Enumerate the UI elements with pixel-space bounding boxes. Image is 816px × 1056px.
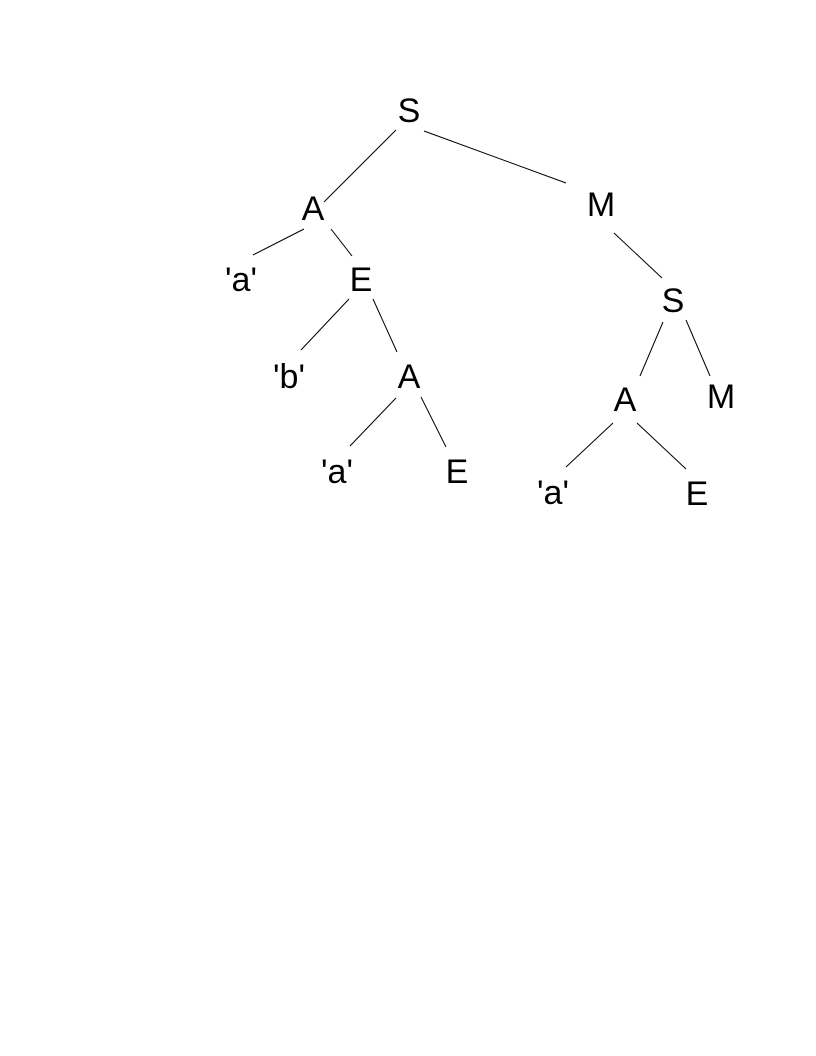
edge-a-to-e — [330, 228, 353, 257]
node-m-2: M — [707, 378, 735, 416]
edge-s-to-a-2 — [639, 321, 664, 377]
node-e-3: E — [686, 475, 709, 513]
node-a-2: A — [398, 358, 421, 396]
edge-s-to-m-2 — [685, 319, 711, 377]
node-e: E — [350, 261, 373, 299]
node-a-literal-3: 'a' — [537, 474, 569, 512]
edge-a-to-a-literal-3 — [565, 422, 614, 468]
edge-s-to-a — [323, 129, 397, 203]
edge-a-to-e-3 — [636, 422, 687, 470]
node-b-literal: 'b' — [273, 358, 305, 396]
node-a-literal-2: 'a' — [321, 453, 353, 491]
node-a-3: A — [614, 381, 637, 419]
node-s-2: S — [662, 282, 685, 320]
edge-e-to-a — [372, 298, 398, 353]
edge-a-to-a-literal-2 — [349, 397, 397, 447]
node-m: M — [587, 186, 615, 224]
tree-edges — [252, 129, 711, 470]
edge-a-to-a-literal — [252, 228, 305, 256]
node-a-literal: 'a' — [225, 261, 257, 299]
node-s-root: S — [398, 92, 421, 130]
edge-a-to-e-2 — [420, 396, 447, 448]
edge-e-to-b-literal — [300, 298, 350, 351]
node-a: A — [302, 190, 325, 228]
edge-m-to-s — [613, 232, 663, 279]
tree-labels: S A M 'a' E 'b' A 'a' E S A M 'a' E — [225, 92, 735, 513]
edge-s-to-m — [423, 130, 567, 184]
node-e-2: E — [446, 453, 469, 491]
